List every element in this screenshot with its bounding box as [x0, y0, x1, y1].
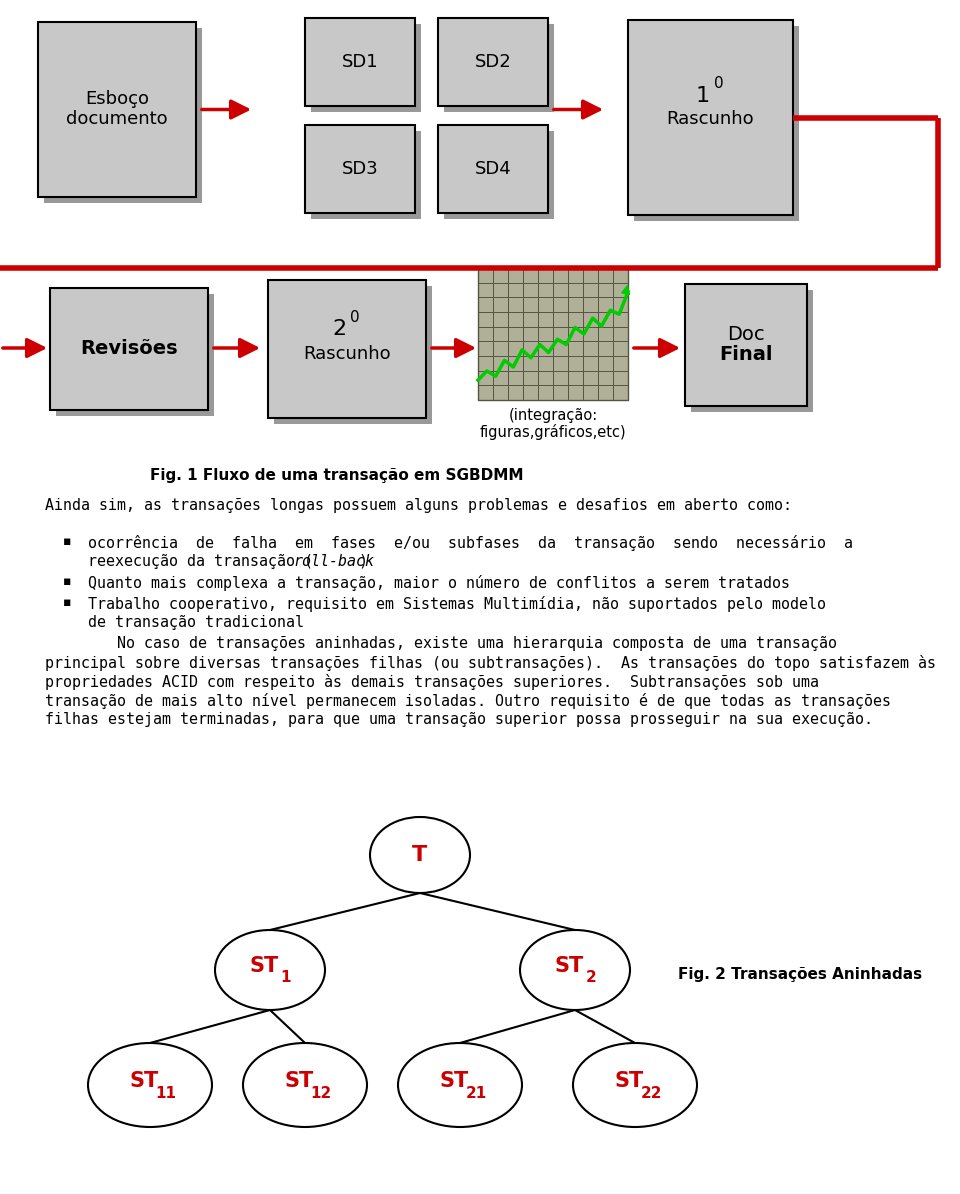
Text: SD2: SD2 — [474, 53, 512, 70]
Bar — [44, 27, 202, 203]
Text: T: T — [413, 845, 427, 864]
Text: Rascunho: Rascunho — [666, 111, 755, 129]
Bar — [274, 287, 432, 424]
Text: (integração:: (integração: — [509, 408, 598, 423]
Ellipse shape — [573, 1044, 697, 1127]
Text: Quanto mais complexa a transação, maior o número de conflitos a serem tratados: Quanto mais complexa a transação, maior … — [88, 576, 790, 591]
Text: Ainda sim, as transações longas possuem alguns problemas e desafios em aberto co: Ainda sim, as transações longas possuem … — [45, 498, 792, 513]
Bar — [634, 26, 799, 221]
Text: Esboço: Esboço — [85, 91, 149, 109]
Text: principal sobre diversas transações filhas (ou subtransações).  As transações do: principal sobre diversas transações filh… — [45, 656, 936, 671]
Text: ST: ST — [554, 956, 584, 975]
Text: 12: 12 — [310, 1085, 331, 1101]
Text: reexecução da transação (: reexecução da transação ( — [88, 554, 313, 570]
Text: propriedades ACID com respeito às demais transações superiores.  Subtransações s: propriedades ACID com respeito às demais… — [45, 673, 819, 690]
Bar — [438, 125, 548, 213]
Text: SD1: SD1 — [342, 53, 378, 70]
Text: Fig. 1 Fluxo de uma transação em SGBDMM: Fig. 1 Fluxo de uma transação em SGBDMM — [150, 468, 523, 484]
Bar — [311, 131, 421, 219]
Text: 0: 0 — [713, 76, 723, 91]
Text: ST: ST — [614, 1071, 643, 1091]
Ellipse shape — [215, 930, 325, 1010]
Text: ▪: ▪ — [63, 596, 71, 609]
Text: SD4: SD4 — [474, 160, 512, 178]
Bar — [305, 18, 415, 106]
Ellipse shape — [520, 930, 630, 1010]
Text: ST: ST — [440, 1071, 468, 1091]
Ellipse shape — [88, 1044, 212, 1127]
Text: roll-back: roll-back — [293, 554, 374, 570]
Text: 1: 1 — [695, 86, 709, 105]
Text: transação de mais alto nível permanecem isoladas. Outro requisito é de que todas: transação de mais alto nível permanecem … — [45, 693, 891, 709]
Bar — [685, 284, 807, 406]
Ellipse shape — [370, 817, 470, 893]
Text: figuras,gráficos,etc): figuras,gráficos,etc) — [480, 424, 626, 441]
Text: Rascunho: Rascunho — [303, 345, 391, 363]
Text: Final: Final — [719, 345, 773, 364]
Text: Doc: Doc — [727, 326, 765, 345]
Bar — [444, 131, 554, 219]
Text: documento: documento — [66, 111, 168, 129]
Text: ocorrência  de  falha  em  fases  e/ou  subfases  da  transação  sendo  necessár: ocorrência de falha em fases e/ou subfas… — [88, 535, 853, 550]
Text: SD3: SD3 — [342, 160, 378, 178]
Bar — [691, 290, 813, 412]
Bar — [268, 281, 426, 418]
Bar — [50, 288, 208, 410]
Text: 22: 22 — [640, 1085, 661, 1101]
Bar — [305, 125, 415, 213]
Ellipse shape — [243, 1044, 367, 1127]
Text: 1: 1 — [280, 971, 291, 985]
Text: ST: ST — [250, 956, 278, 975]
Text: ▪: ▪ — [63, 576, 71, 587]
Bar — [311, 24, 421, 112]
Bar — [628, 20, 793, 215]
Text: 11: 11 — [156, 1085, 177, 1101]
Text: Fig. 2 Transações Aninhadas: Fig. 2 Transações Aninhadas — [678, 967, 923, 983]
Text: 2: 2 — [586, 971, 596, 985]
Text: Revisões: Revisões — [81, 339, 178, 358]
Text: 21: 21 — [466, 1085, 487, 1101]
Text: No caso de transações aninhadas, existe uma hierarquia composta de uma transação: No caso de transações aninhadas, existe … — [45, 636, 837, 651]
Text: ST: ST — [284, 1071, 314, 1091]
Bar — [38, 21, 196, 197]
Bar — [56, 294, 214, 416]
Text: 0: 0 — [350, 309, 360, 325]
Bar — [438, 18, 548, 106]
Bar — [444, 24, 554, 112]
Text: ST: ST — [130, 1071, 158, 1091]
Text: filhas estejam terminadas, para que uma transação superior possa prosseguir na s: filhas estejam terminadas, para que uma … — [45, 712, 873, 727]
Text: Trabalho cooperativo, requisito em Sistemas Multimídia, não suportados pelo mode: Trabalho cooperativo, requisito em Siste… — [88, 596, 826, 613]
Bar — [478, 267, 628, 400]
Text: ): ) — [358, 554, 367, 570]
Text: ▪: ▪ — [63, 535, 71, 548]
Text: de transação tradicional: de transação tradicional — [88, 615, 304, 630]
Ellipse shape — [398, 1044, 522, 1127]
Text: 2: 2 — [332, 319, 346, 339]
